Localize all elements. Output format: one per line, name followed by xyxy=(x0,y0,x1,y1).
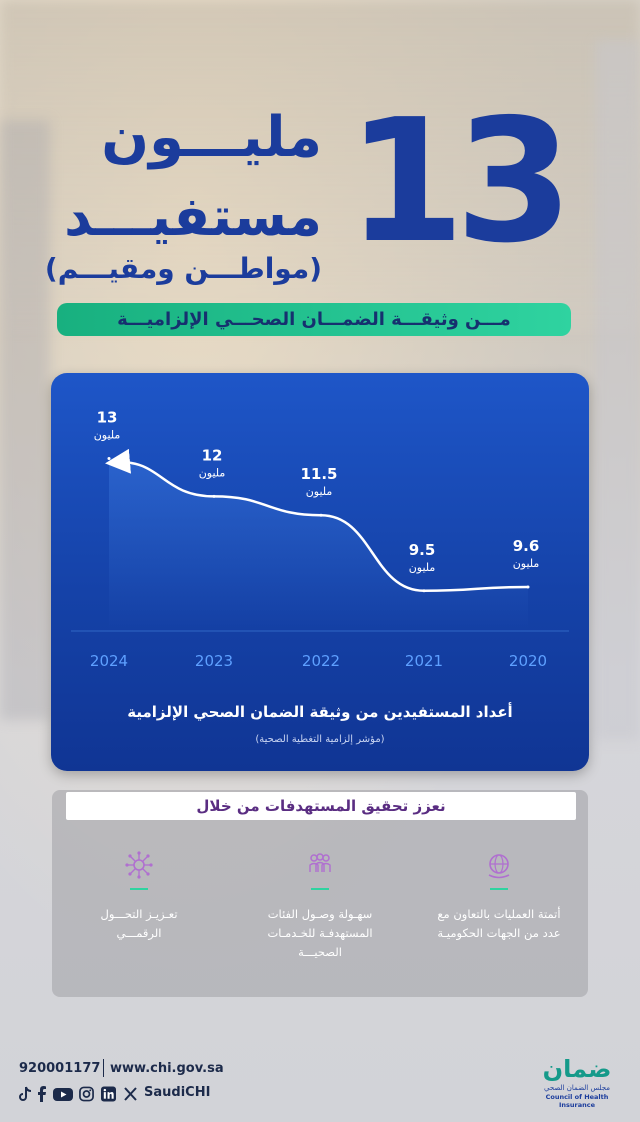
data-point-2020 xyxy=(526,585,530,589)
line-chart: 13 مليون 2024 12 مليون 2023 11.5 مليون 2022 9.5 مل… xyxy=(71,409,569,670)
goal-access-line2: المستهدفـة للخـدمـات xyxy=(267,926,373,940)
x-tick-2022: 2022 xyxy=(302,652,340,670)
value-label-2022: 11.5 xyxy=(300,465,337,483)
background-panel-left xyxy=(0,120,50,720)
goal-automation: أتمتة العمليات بالتعاون مع عدد من الجهات… xyxy=(424,905,574,943)
background-window xyxy=(0,0,640,330)
goal-divider xyxy=(490,888,508,890)
goal-access: سهـولة وصـول الفئات المستهدفـة للخـدمـات… xyxy=(245,905,395,962)
goal-access-line1: سهـولة وصـول الفئات xyxy=(267,907,373,921)
people-group-icon xyxy=(309,853,331,872)
value-label-2023: 12 xyxy=(202,446,223,464)
data-point-2023 xyxy=(212,494,216,498)
goal-digital: تعـزيـز التحـــول الرقمـــي xyxy=(64,905,214,943)
goal-automation-line2: عدد من الجهات الحكوميـة xyxy=(437,926,561,940)
goal-divider xyxy=(130,888,148,890)
value-label-2024: 13 xyxy=(97,409,118,427)
chart-card: 13 مليون 2024 12 مليون 2023 11.5 مليون 2022 9.5 مل… xyxy=(51,373,589,771)
goal-digital-line1: تعـزيـز التحـــول xyxy=(100,907,178,921)
series-area xyxy=(109,458,528,631)
hero-million: مليـــون xyxy=(101,105,322,170)
goals-heading: نعزز تحقيق المستهدفات من خلال xyxy=(66,792,576,820)
hero-number: 13 xyxy=(346,83,574,281)
hero-beneficiary: مستفيـــد xyxy=(64,185,322,248)
source-banner: مـــن وثيقـــة الضمـــان الصحـــي الإلزا… xyxy=(57,303,571,336)
logo-english-name: Council of Health Insurance xyxy=(545,1093,609,1109)
unit-label-2023: مليون xyxy=(199,466,226,479)
goal-access-line3: الصحيـــة xyxy=(298,945,342,959)
x-tick-2024: 2024 xyxy=(90,652,128,670)
goal-automation-line1: أتمتة العمليات بالتعاون مع xyxy=(437,907,561,921)
unit-label-2024: مليون xyxy=(94,429,121,442)
logo-wordmark: ضمان xyxy=(542,1055,612,1083)
youtube-icon[interactable] xyxy=(53,1086,73,1102)
value-label-2021: 9.5 xyxy=(409,541,436,559)
logo-arabic-name: مجلس الضمان الصحي xyxy=(544,1084,610,1092)
social-handle[interactable]: SaudiCHI xyxy=(144,1085,211,1100)
linkedin-icon[interactable] xyxy=(101,1086,116,1102)
website-link[interactable]: www.chi.gov.sa xyxy=(110,1061,224,1076)
globe-hand-icon xyxy=(488,854,510,879)
value-label-2020: 9.6 xyxy=(513,537,540,555)
background-panel-right xyxy=(595,40,640,740)
phone-number[interactable]: 920001177 xyxy=(19,1061,101,1076)
goal-divider xyxy=(311,888,329,890)
goal-digital-line2: الرقمـــي xyxy=(116,926,162,940)
x-tick-2020: 2020 xyxy=(509,652,547,670)
tiktok-icon[interactable] xyxy=(19,1086,32,1102)
instagram-icon[interactable] xyxy=(79,1086,94,1102)
data-point-2022 xyxy=(319,513,323,517)
x-icon[interactable] xyxy=(124,1086,138,1102)
data-point-2024 xyxy=(107,457,111,461)
x-tick-2023: 2023 xyxy=(195,652,233,670)
chart-subtitle: (مؤشر إلزامية التغطية الصحية) xyxy=(255,734,385,745)
unit-label-2022: مليون xyxy=(306,485,333,498)
chart-title: أعداد المستفيدين من وثيقة الضمان الصحي ا… xyxy=(127,703,513,721)
data-point-2021 xyxy=(422,589,426,593)
facebook-icon[interactable] xyxy=(37,1086,47,1102)
unit-label-2020: مليون xyxy=(513,557,540,570)
hero-citizen-resident: (مواطـــن ومقيـــم) xyxy=(44,252,322,285)
goals-panel xyxy=(52,790,588,997)
x-tick-2021: 2021 xyxy=(405,652,443,670)
network-node-icon xyxy=(125,851,153,879)
footer-divider xyxy=(103,1059,104,1077)
unit-label-2021: مليون xyxy=(409,561,436,574)
